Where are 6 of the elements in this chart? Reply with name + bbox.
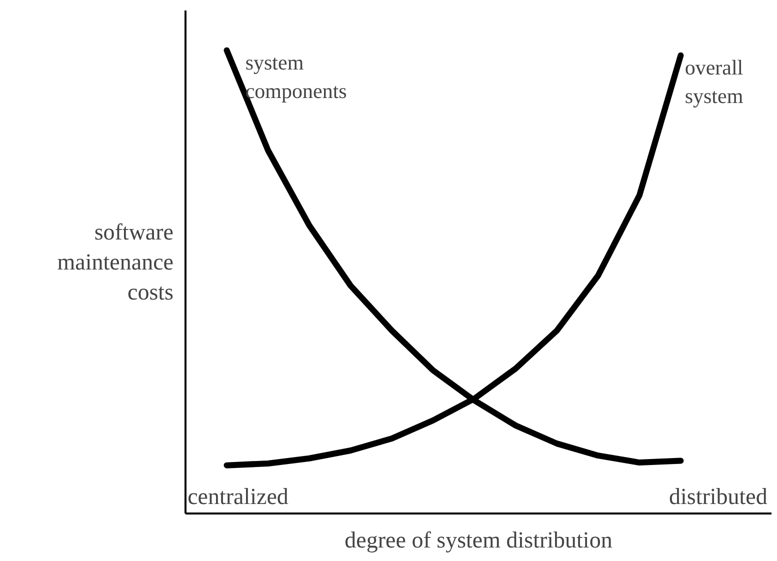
annotation: distributed [668, 484, 768, 509]
y-axis-title: software maintenance costs [57, 220, 174, 304]
annotation: centralized [188, 484, 289, 509]
series-label: overall system [684, 55, 744, 108]
series-label: system components [245, 50, 347, 104]
x-axis-title: degree of system distribution [344, 528, 613, 552]
